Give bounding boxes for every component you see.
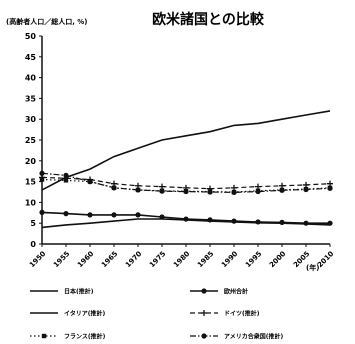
legend-label: イタリア(推計) [64, 310, 106, 318]
chart-title: 欧米諸国との比較 [152, 11, 265, 28]
legend-marker [201, 333, 207, 339]
data-point [135, 187, 141, 193]
legend-label: アメリカ合衆国(推計) [224, 333, 283, 341]
x-tick-label: 1950 [28, 250, 48, 270]
x-tick-label: 1965 [100, 250, 120, 270]
y-tick-label: 20 [25, 157, 37, 166]
x-axis-unit: (年) [306, 263, 319, 272]
data-point [183, 188, 189, 195]
legend-item: イタリア(推計) [30, 310, 106, 318]
legend-label: 日本(推計) [64, 288, 94, 296]
data-point [39, 170, 45, 176]
series-5 [39, 170, 333, 196]
y-tick-label: 50 [25, 32, 37, 41]
legend-item: 欧州合計 [190, 288, 248, 296]
data-point [159, 188, 165, 194]
x-tick-label: 1990 [220, 250, 240, 270]
y-tick-label: 5 [30, 219, 36, 228]
data-point [231, 189, 237, 196]
data-point [255, 188, 261, 195]
x-tick-label: 1985 [196, 250, 216, 270]
x-tick-label: 1960 [76, 250, 96, 270]
x-tick-label: 1980 [172, 250, 192, 270]
data-point [111, 185, 117, 191]
legend-label: フランス(推計) [64, 333, 106, 341]
y-tick-label: 0 [30, 240, 36, 249]
legend-label: ドイツ(推計) [224, 310, 260, 318]
data-point [111, 212, 117, 218]
legend-item: 日本(推計) [30, 288, 94, 296]
data-point [327, 185, 333, 191]
data-point [207, 189, 213, 195]
legend-item: ドイツ(推計) [190, 310, 260, 318]
y-tick-label: 40 [25, 74, 37, 83]
series-line [41, 110, 331, 191]
data-point [63, 178, 69, 183]
x-tick-label: 1955 [52, 250, 72, 270]
data-point [39, 209, 45, 215]
x-tick-label: 1975 [148, 250, 168, 270]
data-point [39, 177, 45, 182]
data-point [279, 219, 285, 225]
data-point [63, 211, 69, 217]
y-tick-label: 45 [25, 53, 37, 62]
x-tick-label: 1970 [124, 250, 144, 270]
series-2 [41, 218, 331, 229]
data-point [135, 212, 141, 218]
x-tick-label: 2000 [268, 250, 288, 270]
legend-label: 欧州合計 [224, 288, 248, 296]
legend-item: フランス(推計) [30, 333, 106, 341]
legend-marker [41, 333, 47, 339]
series-0 [41, 110, 331, 191]
data-point [279, 187, 285, 193]
data-point [303, 186, 309, 193]
legend-marker [201, 310, 207, 316]
y-axis-label: (高齢者人口／総人口, %) [6, 17, 88, 26]
data-point [87, 212, 93, 218]
y-tick-label: 30 [25, 115, 37, 124]
data-point [63, 172, 69, 178]
legend-marker [201, 288, 207, 294]
x-tick-label: 2010 [316, 250, 336, 270]
y-tick-label: 15 [25, 178, 37, 187]
y-tick-label: 35 [25, 94, 37, 103]
x-tick-label: 1995 [244, 250, 264, 270]
y-tick-label: 10 [25, 198, 37, 207]
series-line [41, 218, 331, 229]
y-tick-label: 25 [25, 136, 37, 145]
data-point [231, 218, 237, 224]
data-point [87, 179, 93, 185]
legend-item: アメリカ合衆国(推計) [190, 333, 283, 341]
